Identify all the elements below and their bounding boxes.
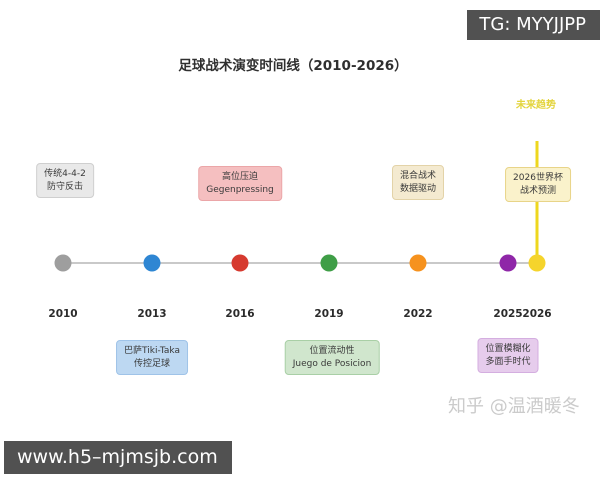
event-box-line2: 传控足球 <box>133 358 171 369</box>
event-box-line2: Juego de Posicion <box>292 358 372 369</box>
event-box-line2: 多面手时代 <box>485 356 531 367</box>
page-title: 足球战术演变时间线（2010-2026） <box>178 58 408 74</box>
event-box-line2: 数据驱动 <box>399 183 437 194</box>
year-label-2026: 2026 <box>522 308 552 320</box>
telegram-badge: TG: MYYJJPP <box>467 10 600 40</box>
timeline-dot-2025 <box>499 254 517 272</box>
event-box-line1: 2026世界杯 <box>513 173 563 183</box>
event-box-2010: 传统4-4-2 防守反击 <box>36 163 94 198</box>
event-box-2013: 巴萨Tiki-Taka 传控足球 <box>116 340 188 375</box>
event-box-2026: 2026世界杯 战术预测 <box>505 167 571 202</box>
event-box-line1: 传统4-4-2 <box>44 169 86 179</box>
year-label-2022: 2022 <box>403 308 433 320</box>
event-box-2019: 位置流动性 Juego de Posicion <box>284 340 380 375</box>
year-label-2019: 2019 <box>314 308 344 320</box>
timeline-dot-2026 <box>528 254 546 272</box>
event-box-line1: 巴萨Tiki-Taka <box>124 346 180 356</box>
future-trend-line <box>535 141 539 264</box>
timeline-dot-2019 <box>320 254 338 272</box>
year-label-2016: 2016 <box>225 308 255 320</box>
zhihu-brand: 知乎 <box>448 396 484 417</box>
year-label-2013: 2013 <box>137 308 167 320</box>
zhihu-watermark: 知乎 @温酒暖冬 <box>448 392 580 418</box>
year-label-2025: 2025 <box>493 308 523 320</box>
event-box-line2: 战术预测 <box>519 185 556 196</box>
event-box-line1: 高位压迫 <box>221 172 259 182</box>
event-box-line1: 混合战术 <box>399 171 437 181</box>
timeline-dot-2022 <box>409 254 427 272</box>
event-box-line1: 位置模糊化 <box>485 344 531 354</box>
event-box-line2: Gegenpressing <box>206 184 274 195</box>
website-badge: www.h5–mjmsjb.com <box>4 441 232 474</box>
event-box-2022: 混合战术 数据驱动 <box>391 165 445 200</box>
event-box-2025: 位置模糊化 多面手时代 <box>477 338 539 373</box>
event-box-2016: 高位压迫 Gegenpressing <box>198 166 282 201</box>
timeline-dot-2016 <box>231 254 249 272</box>
timeline-axis <box>63 262 537 264</box>
event-box-line2: 防守反击 <box>46 181 83 192</box>
timeline-dot-2010 <box>54 254 72 272</box>
future-trend-label: 未来趋势 <box>516 100 556 111</box>
timeline-dot-2013 <box>143 254 161 272</box>
zhihu-user: @温酒暖冬 <box>489 396 580 417</box>
event-box-line1: 位置流动性 <box>309 346 355 356</box>
year-label-2010: 2010 <box>48 308 78 320</box>
